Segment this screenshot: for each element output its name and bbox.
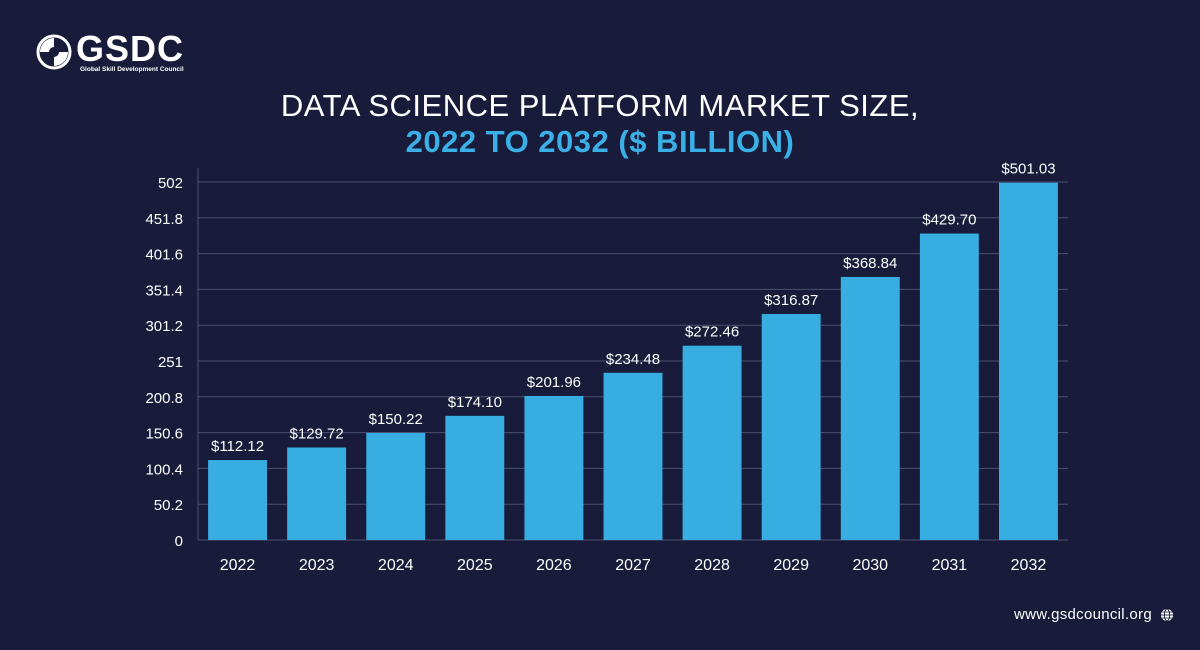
x-tick-label: 2028 [694,557,730,574]
bar-value-label: $316.87 [764,292,818,309]
x-tick-label: 2024 [378,557,414,574]
x-tick-label: 2031 [932,557,968,574]
y-tick-label: 401.6 [145,247,183,264]
chart-title-line2: 2022 TO 2032 ($ BILLION) [405,124,795,159]
y-tick-label: 0 [175,533,183,550]
bar-value-label: $272.46 [685,324,739,341]
bar [761,314,821,540]
bar-value-label: $368.84 [843,255,897,272]
x-tick-label: 2026 [536,557,572,574]
y-tick-label: 50.2 [154,497,183,514]
y-tick-label: 502 [158,175,183,192]
x-tick-label: 2027 [615,557,651,574]
bar [919,233,979,541]
globe-logo-icon [36,34,72,70]
y-tick-label: 451.8 [145,211,183,228]
x-tick-label: 2030 [852,557,888,574]
bar [208,460,268,540]
bar-value-label: $234.48 [606,351,660,368]
bar [840,276,900,540]
bar [524,395,584,540]
y-tick-label: 301.2 [145,318,183,335]
x-tick-label: 2029 [773,557,809,574]
bar [603,372,663,540]
bar [998,182,1058,540]
y-tick-label: 200.8 [145,390,183,407]
bar-value-label: $112.12 [211,438,264,455]
bar [445,415,505,540]
bar-value-label: $174.10 [448,394,502,411]
footer: www.gsdcouncil.org [1014,606,1174,623]
logo-subtitle: Global Skill Development Council [80,66,184,73]
y-tick-label: 100.4 [145,461,183,478]
chart-title-line1: DATA SCIENCE PLATFORM MARKET SIZE, [280,88,920,123]
x-tick-label: 2023 [299,557,335,574]
website-url[interactable]: www.gsdcouncil.org [1014,606,1152,623]
bar-value-label: $150.22 [369,411,423,428]
bar-value-label: $501.03 [1001,161,1055,178]
chart-title: DATA SCIENCE PLATFORM MARKET SIZE, 2022 … [0,88,1200,160]
bar [287,447,347,540]
x-tick-label: 2022 [220,557,256,574]
bar [682,345,742,540]
x-tick-label: 2032 [1011,557,1047,574]
bar-value-label: $201.96 [527,374,581,391]
y-tick-label: 251 [158,354,183,371]
gsdc-logo: GSDC Global Skill Development Council [34,30,194,80]
globe-icon [1161,608,1173,621]
bar-value-label: $429.70 [922,212,976,229]
y-tick-label: 351.4 [145,282,183,299]
bar [366,432,426,540]
x-tick-label: 2025 [457,557,493,574]
logo-name: GSDC [76,28,185,69]
y-tick-label: 150.6 [145,426,183,443]
bar-value-label: $129.72 [290,425,344,442]
